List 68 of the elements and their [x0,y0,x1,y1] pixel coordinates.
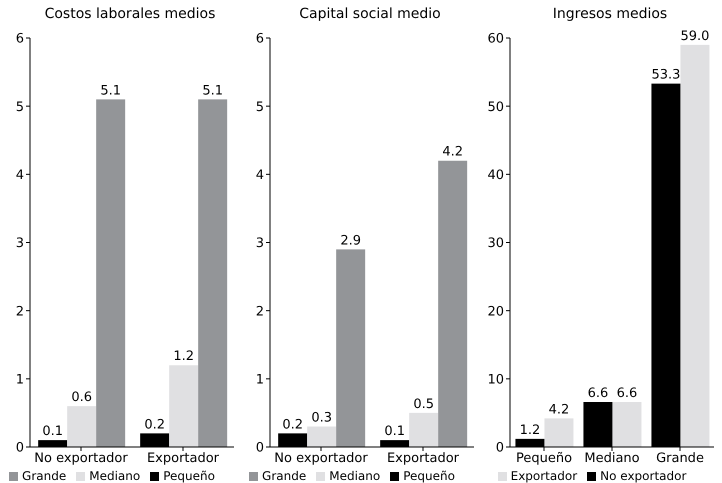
chart-title: Ingresos medios [552,5,668,24]
data-label: 53.3 [651,68,680,83]
x-tick-label: No exportador [34,451,128,466]
x-tick-label: Mediano [584,451,640,466]
x-tick-label: Pequeño [516,451,572,466]
legend-label: Grande [262,469,306,483]
chart-title: Capital social medio [298,5,442,24]
data-label: 0.2 [144,417,166,432]
x-tick-label: Grande [656,451,704,466]
y-tick-label: 6 [16,32,24,47]
y-tick-label: 2 [16,304,24,320]
y-tick-label: 5 [16,100,24,115]
bar [198,99,228,447]
legend-label: Pequeño [403,469,455,483]
bar [544,418,574,447]
y-tick-label: 3 [16,236,24,252]
bar [409,412,438,447]
bar [612,402,642,447]
y-tick-label: 3 [256,236,264,252]
data-label: 1.2 [520,422,540,438]
y-tick-label: 0 [496,440,504,456]
y-tick-label: 1 [16,372,24,388]
y-tick-label: 20 [487,304,504,320]
legend-label: Grande [22,469,66,483]
y-tick-label: 60 [487,32,504,47]
y-tick-label: 10 [487,372,504,388]
y-tick-label: 0 [16,440,24,456]
bar [438,160,468,447]
x-tick-label: No exportador [274,451,368,466]
bar [680,44,710,447]
legend-label: Mediano [329,469,380,483]
legend-label: Pequeño [163,469,215,483]
y-tick-label: 5 [256,100,264,115]
y-tick-label: 40 [487,168,504,183]
y-tick-label: 6 [256,32,264,47]
x-tick-label: Exportador [146,451,220,466]
data-label: 0.1 [42,424,64,440]
data-label: 6.6 [616,386,638,402]
bar [67,406,96,447]
y-tick-label: 0 [256,440,264,456]
data-label: 0.6 [71,390,92,406]
bar [169,365,198,447]
x-tick-label: Exportador [386,451,460,466]
bar [336,249,366,447]
data-label: 4.2 [548,402,570,418]
y-tick-label: 4 [16,168,24,183]
legend-label: No exportador [600,469,686,483]
legend-label: Mediano [89,469,140,483]
data-label: 1.2 [173,349,194,364]
data-label: 4.2 [442,144,464,160]
data-label: 2.9 [340,233,362,248]
data-label: 5.1 [100,83,122,98]
data-label: 0.5 [413,396,434,412]
y-tick-label: 2 [256,304,264,320]
bar [307,426,336,447]
chart-title: Costos laborales medios [44,5,216,24]
bar [96,99,126,447]
y-tick-label: 50 [487,100,504,115]
y-tick-label: 1 [256,372,264,388]
y-tick-label: 30 [487,236,504,252]
data-label: 5.1 [202,83,224,98]
data-label: 0.3 [311,410,332,426]
y-tick-label: 4 [256,168,264,183]
data-label: 59.0 [680,28,710,44]
legend-label: Exportador [510,469,578,483]
data-label: 0.1 [384,424,406,440]
data-label: 0.2 [282,417,304,432]
data-label: 6.6 [588,386,608,402]
